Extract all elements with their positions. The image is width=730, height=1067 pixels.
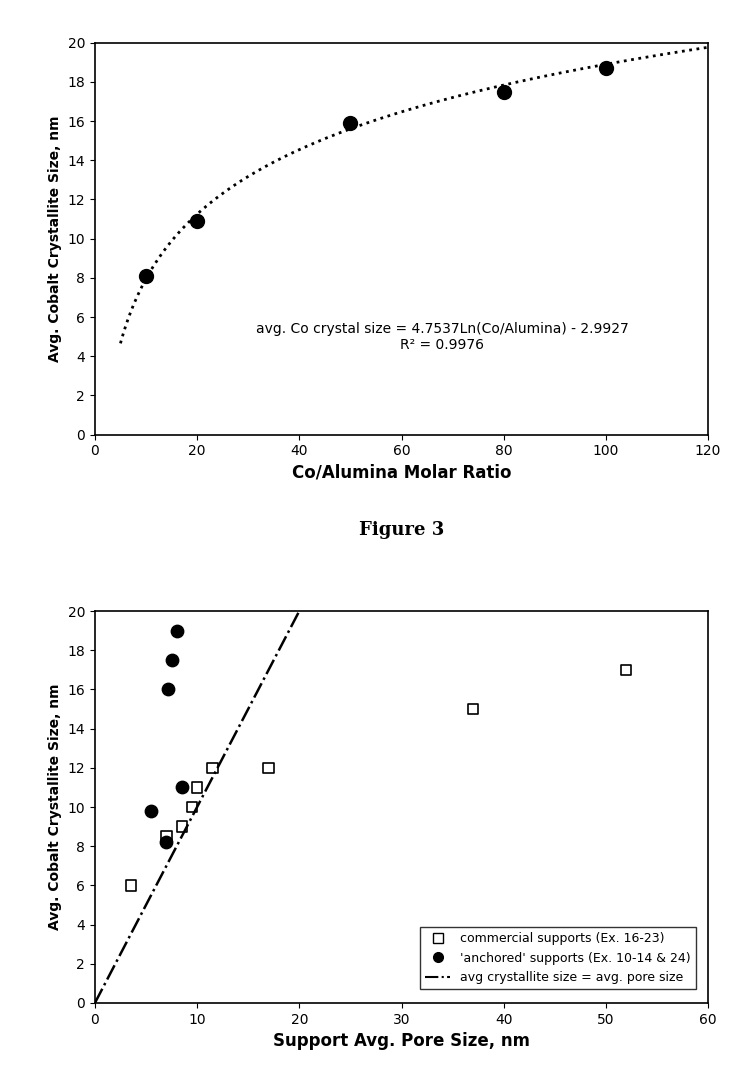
Text: Figure 3: Figure 3 bbox=[359, 521, 444, 539]
Point bbox=[191, 779, 203, 796]
Y-axis label: Avg. Cobalt Crystallite Size, nm: Avg. Cobalt Crystallite Size, nm bbox=[48, 115, 62, 362]
Point bbox=[161, 833, 172, 850]
Point bbox=[171, 622, 182, 639]
Point bbox=[186, 798, 198, 815]
Point bbox=[176, 818, 188, 835]
X-axis label: Co/Alumina Molar Ratio: Co/Alumina Molar Ratio bbox=[292, 464, 511, 482]
Point bbox=[600, 60, 612, 77]
Point bbox=[125, 877, 137, 894]
Point bbox=[345, 114, 356, 131]
Point bbox=[166, 652, 177, 669]
Point bbox=[191, 212, 203, 229]
Legend: commercial supports (Ex. 16-23), 'anchored' supports (Ex. 10-14 & 24), avg cryst: commercial supports (Ex. 16-23), 'anchor… bbox=[420, 927, 696, 989]
Point bbox=[140, 268, 152, 285]
Point bbox=[207, 760, 218, 777]
Point bbox=[498, 83, 510, 100]
X-axis label: Support Avg. Pore Size, nm: Support Avg. Pore Size, nm bbox=[273, 1032, 530, 1050]
Point bbox=[620, 662, 632, 679]
Y-axis label: Avg. Cobalt Crystallite Size, nm: Avg. Cobalt Crystallite Size, nm bbox=[48, 684, 62, 930]
Point bbox=[263, 760, 274, 777]
Point bbox=[176, 779, 188, 796]
Point bbox=[163, 681, 174, 698]
Point bbox=[467, 700, 479, 717]
Text: avg. Co crystal size = 4.7537Ln(Co/Alumina) - 2.9927
R² = 0.9976: avg. Co crystal size = 4.7537Ln(Co/Alumi… bbox=[256, 321, 629, 352]
Point bbox=[145, 802, 157, 819]
Point bbox=[161, 828, 172, 845]
